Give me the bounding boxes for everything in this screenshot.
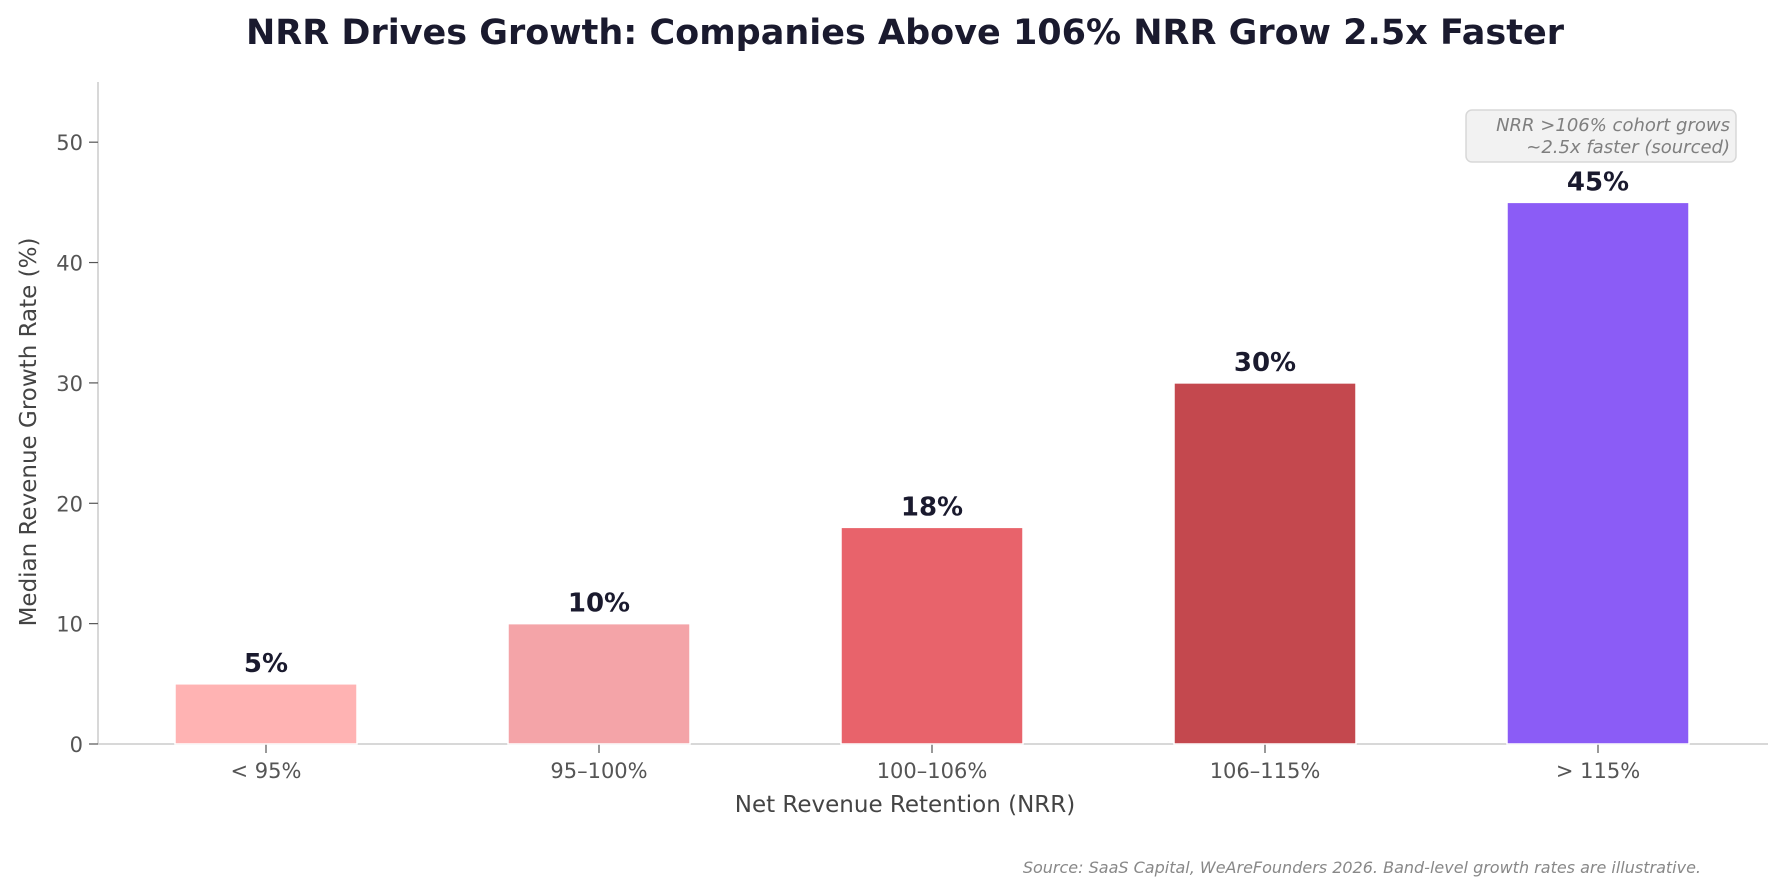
x-axis-label: Net Revenue Retention (NRR) [735, 792, 1076, 818]
bar [840, 526, 1024, 745]
bar-data-label: 10% [568, 589, 630, 619]
bar-data-label: 5% [244, 649, 288, 679]
bar [1173, 382, 1357, 745]
y-tick-label: 40 [56, 252, 83, 276]
x-tick-label: 106–115% [1210, 759, 1321, 783]
bar-data-label: 30% [1234, 348, 1296, 378]
y-tick-label: 20 [56, 492, 83, 516]
x-tick-label: 95–100% [550, 759, 647, 783]
y-tick-label: 50 [56, 131, 83, 155]
bar [1506, 201, 1690, 745]
bar-data-labels: 5% 10% 18% 30% 45% [244, 167, 1629, 678]
y-tick-label: 30 [56, 372, 83, 396]
annotation-line: ~2.5x faster (sourced) [1526, 137, 1730, 158]
y-axis-ticks: 0 10 20 30 40 50 [56, 131, 98, 757]
chart-title: NRR Drives Growth: Companies Above 106% … [246, 13, 1565, 53]
y-tick-label: 10 [56, 613, 83, 637]
bar-data-label: 45% [1567, 167, 1629, 197]
plot-area: 0 10 20 30 40 50 < 95% 95–100% 100–106% 106–115%… [56, 82, 1768, 783]
source-note: Source: SaaS Capital, WeAreFounders 2026… [1023, 858, 1701, 877]
y-axis-label: Median Revenue Growth Rate (%) [16, 238, 42, 627]
annotation-line: NRR >106% cohort grows [1496, 115, 1730, 136]
x-axis-ticks: < 95% 95–100% 100–106% 106–115% > 115% [231, 744, 1640, 783]
bars [174, 201, 1690, 745]
annotation-background [1465, 109, 1737, 163]
x-tick-label: < 95% [231, 759, 302, 783]
bar [507, 622, 691, 745]
annotation-box: NRR >106% cohort grows ~2.5x faster (sou… [1465, 109, 1737, 163]
x-tick-label: > 115% [1556, 759, 1640, 783]
x-tick-label: 100–106% [877, 759, 988, 783]
y-tick-label: 0 [70, 733, 83, 757]
bar-data-label: 18% [901, 492, 963, 522]
bar [174, 683, 358, 745]
